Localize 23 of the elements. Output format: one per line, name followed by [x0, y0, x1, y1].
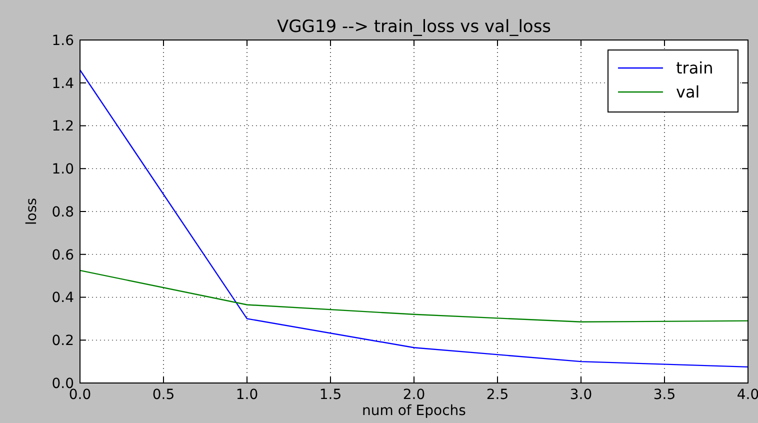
x-tick-label: 4.0: [736, 387, 758, 403]
x-axis-title: num of Epochs: [362, 403, 466, 419]
y-tick-label: 1.0: [52, 162, 74, 178]
x-tick-label: 3.0: [570, 387, 592, 403]
y-tick-label: 0.4: [52, 290, 74, 306]
y-tick-label: 0.6: [52, 247, 74, 264]
y-tick-label: 1.6: [52, 32, 74, 49]
x-tick-label: 0.0: [68, 387, 92, 403]
x-tick-label: 2.0: [402, 387, 426, 403]
x-tick-label: 3.5: [653, 387, 676, 403]
chart-title: VGG19 --> train_loss vs val_loss: [276, 17, 552, 37]
y-tick-label: 1.2: [52, 118, 74, 135]
x-tick-label: 0.5: [152, 387, 175, 403]
y-axis-title: loss: [24, 198, 40, 226]
x-tick-label: 2.5: [486, 387, 509, 403]
y-tick-label: 0.8: [52, 204, 74, 220]
y-tick-label: 1.4: [52, 76, 74, 92]
legend-label: train: [676, 58, 714, 78]
legend-label: val: [676, 82, 700, 102]
x-tick-label: 1.5: [319, 387, 342, 403]
y-tick-label: 0.2: [52, 333, 74, 350]
x-tick-label: 1.0: [236, 387, 258, 403]
line-series: [79, 270, 749, 323]
